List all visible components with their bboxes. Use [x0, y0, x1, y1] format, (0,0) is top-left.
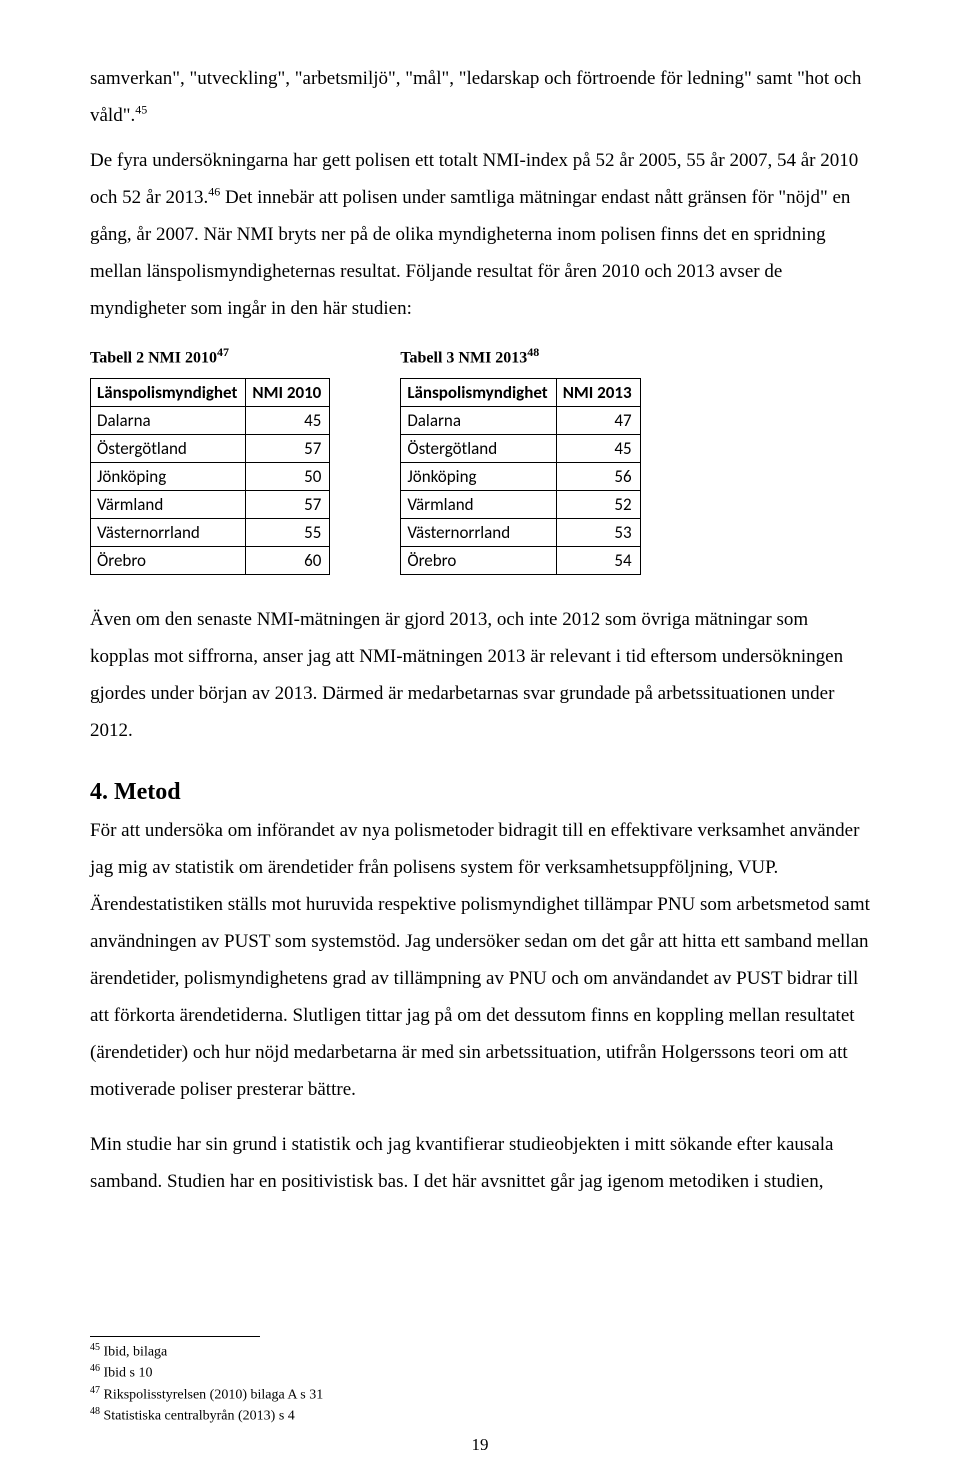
table-block-2013: Tabell 3 NMI 201348 Länspolismyndighet N… — [400, 345, 640, 574]
section-heading: 4. Metod — [90, 779, 870, 806]
footnote-number: 48 — [90, 1406, 100, 1417]
paragraph: För att undersöka om införandet av nya p… — [90, 812, 870, 1108]
nmi-2013-table: Länspolismyndighet NMI 2013 Dalarna47 Ös… — [400, 378, 640, 575]
table-header-row: Länspolismyndighet NMI 2013 — [401, 378, 640, 406]
cell: 60 — [246, 546, 330, 574]
cell: 45 — [246, 406, 330, 434]
body-text-block: samverkan", "utveckling", "arbetsmiljö",… — [90, 60, 870, 327]
footnote-number: 45 — [90, 1342, 100, 1353]
footnotes-block: 45 Ibid, bilaga 46 Ibid s 10 47 Rikspoli… — [90, 1336, 260, 1427]
footnote: 45 Ibid, bilaga — [90, 1341, 390, 1363]
footnote: 47 Rikspolisstyrelsen (2010) bilaga A s … — [90, 1384, 390, 1406]
cell: Östergötland — [401, 434, 556, 462]
text-run: samverkan", "utveckling", "arbetsmiljö",… — [90, 68, 861, 126]
cell: 55 — [246, 518, 330, 546]
table-header-row: Länspolismyndighet NMI 2010 — [91, 378, 330, 406]
paragraph: De fyra undersökningarna har gett polise… — [90, 142, 870, 327]
footnote-text: Ibid, bilaga — [100, 1344, 167, 1359]
cell: Dalarna — [401, 406, 556, 434]
caption-text: Tabell 3 NMI 2013 — [400, 350, 527, 367]
cell: 53 — [556, 518, 640, 546]
table-block-2010: Tabell 2 NMI 201047 Länspolismyndighet N… — [90, 345, 330, 574]
cell: Örebro — [91, 546, 246, 574]
table-row: Örebro60 — [91, 546, 330, 574]
table-row: Östergötland57 — [91, 434, 330, 462]
cell: 45 — [556, 434, 640, 462]
cell: Östergötland — [91, 434, 246, 462]
page-number: 19 — [0, 1435, 960, 1455]
footnote-ref: 48 — [527, 345, 539, 359]
cell: Örebro — [401, 546, 556, 574]
caption-text: Tabell 2 NMI 2010 — [90, 350, 217, 367]
cell: 52 — [556, 490, 640, 518]
col-header: NMI 2010 — [246, 378, 330, 406]
footnote-number: 46 — [90, 1363, 100, 1374]
body-text-block: Även om den senaste NMI-mätningen är gjo… — [90, 601, 870, 749]
col-header: NMI 2013 — [556, 378, 640, 406]
table-row: Västernorrland53 — [401, 518, 640, 546]
cell: Jönköping — [401, 462, 556, 490]
table-caption: Tabell 3 NMI 201348 — [400, 345, 640, 367]
table-row: Örebro54 — [401, 546, 640, 574]
cell: 57 — [246, 490, 330, 518]
footnote-text: Rikspolisstyrelsen (2010) bilaga A s 31 — [100, 1388, 323, 1403]
cell: 50 — [246, 462, 330, 490]
col-header: Länspolismyndighet — [401, 378, 556, 406]
footnote: 48 Statistiska centralbyrån (2013) s 4 — [90, 1405, 390, 1427]
tables-row: Tabell 2 NMI 201047 Länspolismyndighet N… — [90, 345, 870, 574]
table-row: Dalarna45 — [91, 406, 330, 434]
table-row: Östergötland45 — [401, 434, 640, 462]
col-header: Länspolismyndighet — [91, 378, 246, 406]
cell: Västernorrland — [401, 518, 556, 546]
cell: Västernorrland — [91, 518, 246, 546]
paragraph: samverkan", "utveckling", "arbetsmiljö",… — [90, 60, 870, 134]
table-row: Värmland57 — [91, 490, 330, 518]
cell: 54 — [556, 546, 640, 574]
cell: Jönköping — [91, 462, 246, 490]
table-caption: Tabell 2 NMI 201047 — [90, 345, 330, 367]
document-page: samverkan", "utveckling", "arbetsmiljö",… — [0, 0, 960, 1477]
paragraph: Även om den senaste NMI-mätningen är gjo… — [90, 601, 870, 749]
cell: Värmland — [91, 490, 246, 518]
nmi-2010-table: Länspolismyndighet NMI 2010 Dalarna45 Ös… — [90, 378, 330, 575]
cell: 56 — [556, 462, 640, 490]
footnote-ref: 45 — [135, 103, 147, 117]
footnotes-wrap: 45 Ibid, bilaga 46 Ibid s 10 47 Rikspoli… — [90, 1341, 390, 1427]
cell: 57 — [246, 434, 330, 462]
footnote-ref: 47 — [217, 345, 229, 359]
footnote: 46 Ibid s 10 — [90, 1362, 390, 1384]
footnote-text: Statistiska centralbyrån (2013) s 4 — [100, 1409, 295, 1424]
footnote-ref: 46 — [208, 185, 220, 199]
table-row: Västernorrland55 — [91, 518, 330, 546]
cell: Värmland — [401, 490, 556, 518]
footnote-number: 47 — [90, 1385, 100, 1396]
footnote-text: Ibid s 10 — [100, 1366, 153, 1381]
table-row: Värmland52 — [401, 490, 640, 518]
table-row: Jönköping50 — [91, 462, 330, 490]
cell: Dalarna — [91, 406, 246, 434]
table-row: Jönköping56 — [401, 462, 640, 490]
paragraph: Min studie har sin grund i statistik och… — [90, 1126, 870, 1200]
cell: 47 — [556, 406, 640, 434]
body-text-block: För att undersöka om införandet av nya p… — [90, 812, 870, 1200]
table-row: Dalarna47 — [401, 406, 640, 434]
